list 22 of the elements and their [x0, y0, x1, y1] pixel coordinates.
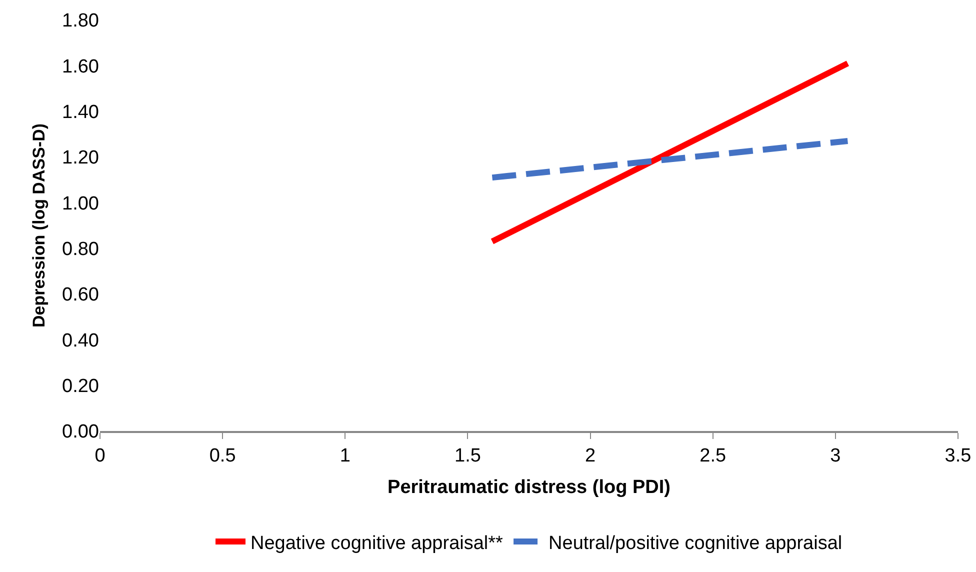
- legend-label: Neutral/positive cognitive appraisal: [548, 532, 842, 554]
- y-tick-label: 1.00: [62, 193, 99, 214]
- y-tick-label: 1.80: [62, 10, 99, 32]
- x-tick-label: 1.5: [454, 446, 481, 467]
- y-tick-label: 1.20: [62, 148, 99, 169]
- x-tick-label: 1: [340, 446, 350, 467]
- y-axis-title: Depression (log DASS-D): [30, 123, 49, 328]
- y-tick-label: 0.60: [62, 284, 99, 306]
- y-tick-label: 0.20: [62, 376, 99, 397]
- x-tick-label: 2.5: [700, 446, 726, 467]
- y-tick-label: 0.80: [62, 238, 99, 260]
- y-tick-label: 0.00: [62, 422, 99, 443]
- x-tick-label: 0.5: [209, 446, 236, 467]
- y-tick-label: 1.40: [62, 102, 99, 123]
- x-tick-label: 3: [830, 446, 841, 467]
- y-tick-label: 0.40: [62, 330, 99, 352]
- x-tick-label: 0: [94, 446, 106, 467]
- x-tick-label: 2: [585, 446, 596, 467]
- y-tick-label: 1.60: [62, 56, 99, 78]
- x-tick-label: 3.5: [944, 446, 972, 467]
- legend-label: Negative cognitive appraisal**: [250, 532, 504, 554]
- x-axis-title: Peritraumatic distress (log PDI): [388, 476, 670, 498]
